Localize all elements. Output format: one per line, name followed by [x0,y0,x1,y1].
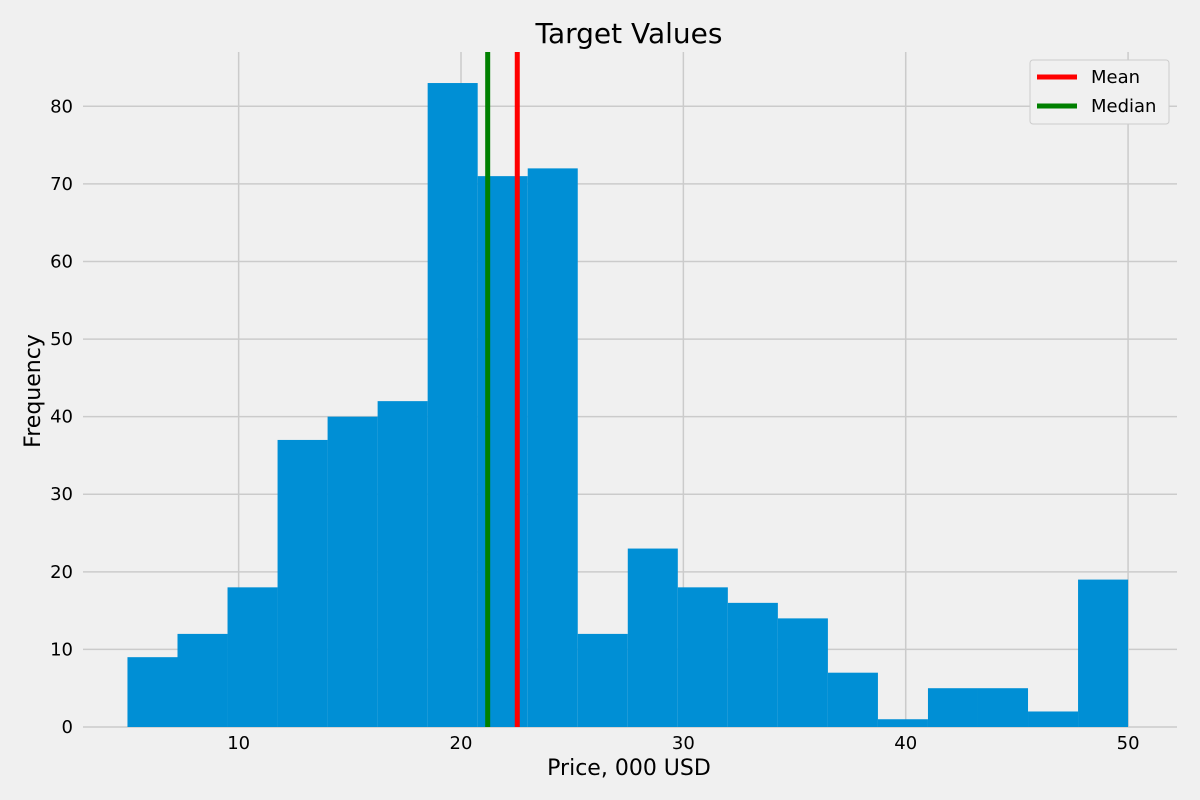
histogram-bar-5 [377,401,428,727]
y-tick-label-20: 20 [50,562,73,583]
x-axis-label: Price, 000 USD [547,756,711,781]
histogram-bar-3 [277,439,328,727]
reference-lines [485,52,520,727]
histogram-bar-13 [777,618,828,727]
legend: Mean Median [1029,59,1170,125]
legend-label-mean: Mean [1091,67,1140,88]
histogram-bar-19 [1078,579,1129,727]
histogram-bar-8 [527,168,578,728]
histogram-bar-17 [977,688,1029,727]
y-tick-label-10: 10 [50,639,73,660]
y-tick-label-0: 0 [62,717,73,738]
histogram-bar-4 [327,416,378,727]
histogram-bar-2 [227,587,278,727]
histogram-bar-7 [477,176,528,727]
x-tick-label-10: 10 [227,733,250,754]
histogram-bar-6 [427,83,478,727]
histogram-bar-14 [827,672,878,727]
legend-label-median: Median [1091,96,1156,117]
histogram-bar-1 [177,633,228,727]
y-tick-label-50: 50 [50,329,73,350]
y-axis-label: Frequency [21,334,46,448]
x-axis-ticks: 10 20 30 40 50 [227,733,1139,754]
x-tick-label-30: 30 [672,733,695,754]
histogram-bar-0 [127,657,178,727]
y-tick-label-30: 30 [50,484,73,505]
histogram-bar-10 [627,548,678,727]
y-tick-label-60: 60 [50,251,73,272]
histogram-bar-9 [577,633,628,727]
x-tick-label-20: 20 [450,733,473,754]
x-tick-label-40: 40 [894,733,917,754]
y-axis-ticks: 0 10 20 30 40 50 60 70 80 [50,96,73,738]
y-tick-label-70: 70 [50,174,73,195]
histogram-bar-16 [927,688,978,727]
chart-title: Target Values [534,17,722,50]
y-tick-label-80: 80 [50,96,73,117]
histogram-bar-15 [877,719,928,727]
histogram-bar-11 [677,587,728,727]
x-tick-label-50: 50 [1117,733,1140,754]
histogram-bar-12 [727,602,778,727]
y-tick-label-40: 40 [50,407,73,428]
grid [83,52,1177,728]
histogram-bar-18 [1028,711,1079,727]
